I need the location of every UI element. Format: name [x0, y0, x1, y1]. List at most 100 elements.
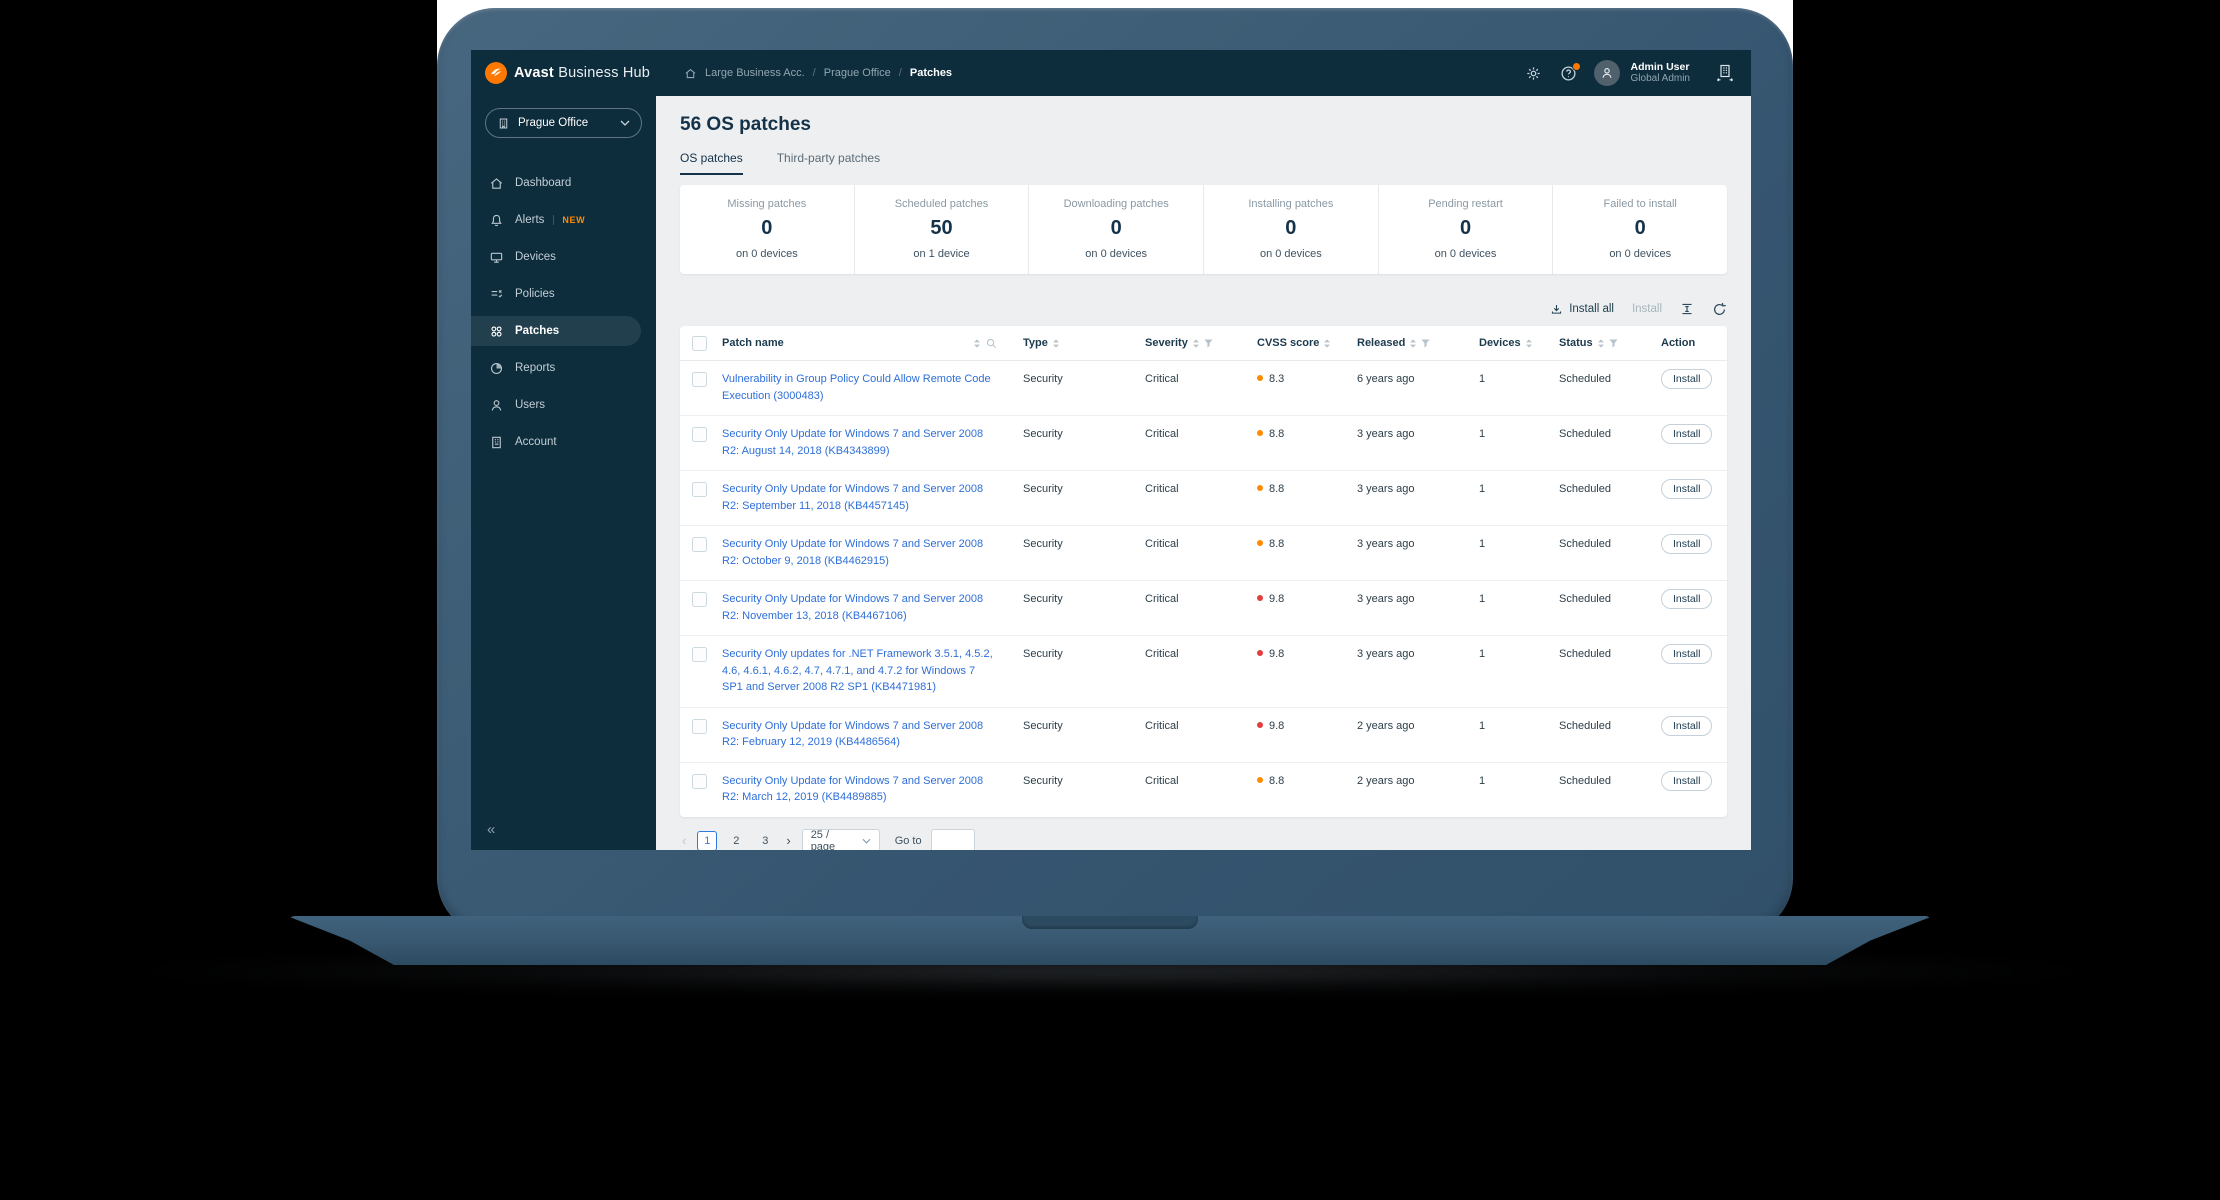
patch-name-link[interactable]: Vulnerability in Group Policy Could Allo…	[722, 373, 991, 402]
table-row: Security Only Update for Windows 7 and S…	[680, 763, 1727, 817]
column-header-cvss[interactable]: CVSS score	[1257, 337, 1357, 349]
sidebar-nav: Dashboard Alerts NEW Devices Policies	[471, 168, 656, 457]
row-checkbox[interactable]	[692, 647, 707, 662]
org-selector[interactable]: Prague Office	[485, 108, 642, 138]
sidebar-item-alerts[interactable]: Alerts NEW	[471, 205, 641, 235]
stat-label: Installing patches	[1248, 198, 1334, 210]
person-icon	[488, 397, 504, 413]
laptop-base-notch	[1022, 916, 1198, 929]
row-checkbox[interactable]	[692, 427, 707, 442]
cvss-dot-icon	[1257, 485, 1263, 491]
column-header-status[interactable]: Status	[1559, 337, 1661, 349]
sidebar-item-account[interactable]: Account	[471, 427, 641, 457]
cvss-dot-icon	[1257, 375, 1263, 381]
page-button[interactable]: 3	[755, 831, 775, 851]
install-row-button[interactable]: Install	[1661, 534, 1713, 554]
install-row-button[interactable]: Install	[1661, 589, 1713, 609]
patch-type: Security	[1023, 593, 1063, 605]
select-all-checkbox[interactable]	[692, 336, 707, 351]
install-row-button[interactable]: Install	[1661, 479, 1713, 499]
patch-devices: 1	[1479, 593, 1486, 605]
stat-value: 0	[1634, 217, 1646, 239]
home-icon	[488, 175, 504, 191]
cvss-dot-icon	[1257, 430, 1263, 436]
patch-severity: Critical	[1145, 428, 1179, 440]
stat-devices: on 0 devices	[1085, 248, 1148, 260]
monitor-icon	[488, 249, 504, 265]
patch-name-link[interactable]: Security Only Update for Windows 7 and S…	[722, 428, 984, 457]
chevron-left-icon[interactable]: ‹	[682, 833, 687, 848]
column-header-type[interactable]: Type	[1023, 337, 1145, 349]
avatar[interactable]	[1593, 60, 1620, 86]
row-checkbox[interactable]	[692, 537, 707, 552]
company-switcher-button[interactable]	[1715, 63, 1735, 83]
patch-released: 3 years ago	[1357, 648, 1415, 660]
patch-name-link[interactable]: Security Only Update for Windows 7 and S…	[722, 774, 984, 804]
sidebar-item-dashboard[interactable]: Dashboard	[471, 168, 641, 198]
install-row-button[interactable]: Install	[1661, 424, 1713, 444]
avast-logo-icon	[485, 62, 507, 84]
tab-third-party-patches[interactable]: Third-party patches	[776, 151, 881, 165]
stat-column: Scheduled patches 50 on 1 device	[853, 185, 1029, 274]
table-row: Security Only Update for Windows 7 and S…	[680, 708, 1727, 763]
page-button[interactable]: 2	[726, 831, 746, 851]
breadcrumb-level1[interactable]: Large Business Acc.	[705, 67, 805, 79]
brand-text: Avast Business Hub	[514, 65, 650, 81]
chevron-right-icon[interactable]: ›	[786, 833, 791, 848]
sidebar-item-policies[interactable]: Policies	[471, 279, 641, 309]
tab-os-patches[interactable]: OS patches	[680, 151, 743, 175]
page-button[interactable]: 1	[697, 830, 718, 850]
patch-released: 3 years ago	[1357, 593, 1415, 605]
sidebar-item-patches[interactable]: Patches	[471, 316, 641, 346]
refresh-button[interactable]	[1712, 302, 1727, 317]
install-row-button[interactable]: Install	[1661, 369, 1713, 389]
page-size-select[interactable]: 25 / page	[801, 828, 880, 850]
install-button[interactable]: Install	[1631, 303, 1662, 315]
row-checkbox[interactable]	[692, 592, 707, 607]
goto-page-input[interactable]	[930, 828, 975, 850]
collapse-sidebar-button[interactable]: «	[487, 821, 496, 838]
column-header-devices[interactable]: Devices	[1479, 337, 1559, 349]
patches-icon	[488, 323, 504, 339]
patch-name-link[interactable]: Security Only Update for Windows 7 and S…	[722, 719, 984, 749]
stat-value: 0	[1459, 217, 1472, 239]
row-checkbox[interactable]	[692, 773, 707, 789]
sidebar-item-users[interactable]: Users	[471, 390, 641, 420]
column-header-patch-name[interactable]: Patch name	[722, 337, 1023, 349]
user-name: Admin User	[1630, 60, 1690, 73]
cvss-dot-icon	[1257, 776, 1263, 783]
install-all-button[interactable]: Install all	[1550, 303, 1614, 316]
breadcrumb-level2[interactable]: Prague Office	[823, 67, 891, 79]
install-row-button[interactable]: Install	[1661, 644, 1713, 664]
patch-name-link[interactable]: Security Only Update for Windows 7 and S…	[722, 593, 984, 622]
sidebar-item-reports[interactable]: Reports	[471, 353, 641, 383]
patch-name-link[interactable]: Security Only updates for .NET Framework…	[722, 648, 993, 693]
column-header-severity[interactable]: Severity	[1145, 337, 1257, 349]
patch-devices: 1	[1479, 483, 1486, 495]
patch-released: 3 years ago	[1357, 538, 1415, 550]
row-height-button[interactable]	[1680, 302, 1694, 316]
column-header-released[interactable]: Released	[1357, 337, 1479, 349]
settings-gear-button[interactable]	[1524, 63, 1544, 83]
install-row-button[interactable]: Install	[1661, 770, 1713, 791]
stat-value: 0	[1285, 217, 1297, 239]
patch-cvss: 9.8	[1257, 636, 1357, 674]
patch-name-link[interactable]: Security Only Update for Windows 7 and S…	[722, 483, 984, 512]
breadcrumb: Large Business Acc. Prague Office Patche…	[683, 66, 952, 80]
stat-column: Installing patches 0 on 0 devices	[1203, 185, 1378, 274]
row-checkbox[interactable]	[692, 718, 707, 734]
row-checkbox[interactable]	[692, 482, 707, 497]
sidebar-item-devices[interactable]: Devices	[471, 242, 641, 272]
install-row-button[interactable]: Install	[1661, 715, 1713, 736]
patch-name-link[interactable]: Security Only Update for Windows 7 and S…	[722, 538, 984, 567]
patch-severity: Critical	[1145, 538, 1179, 550]
filter-icon	[1421, 338, 1430, 348]
patch-severity: Critical	[1145, 774, 1179, 787]
row-checkbox[interactable]	[692, 372, 707, 387]
table-row: Security Only Update for Windows 7 and S…	[680, 581, 1727, 636]
brand-bold: Avast	[514, 65, 554, 81]
sort-icon	[1525, 338, 1532, 348]
help-button[interactable]	[1559, 62, 1581, 83]
patch-devices: 1	[1479, 719, 1486, 732]
patch-cvss: 8.8	[1257, 471, 1357, 509]
